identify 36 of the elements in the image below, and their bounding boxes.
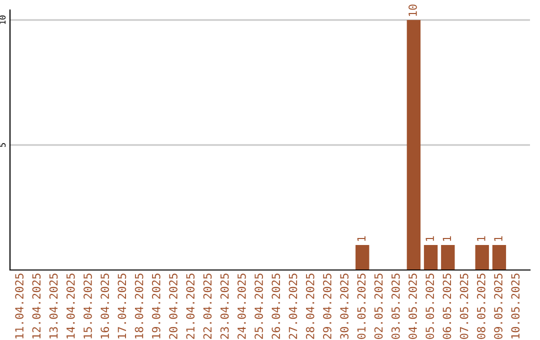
x-tick-label: 16.04.2025 bbox=[100, 274, 110, 338]
x-tick-label: 24.04.2025 bbox=[237, 274, 246, 339]
x-tick-label: 04.05.2025 bbox=[408, 274, 417, 339]
x-tick-label: 25.04.2025 bbox=[254, 274, 263, 339]
x-tick-label: 07.05.2025 bbox=[460, 274, 468, 339]
data-label: 1 bbox=[426, 236, 434, 241]
x-tick-label: 29.04.2025 bbox=[323, 274, 332, 339]
x-tick-label: 18.04.2025 bbox=[134, 274, 144, 338]
x-tick-label: 02.05.2025 bbox=[374, 274, 383, 339]
x-tick-label: 08.05.2025 bbox=[476, 274, 486, 339]
data-label: 10 bbox=[408, 4, 417, 16]
x-tick-label: 11.04.2025 bbox=[15, 274, 24, 338]
x-tick-label: 19.04.2025 bbox=[152, 274, 160, 338]
x-tick-label: 05.05.2025 bbox=[426, 274, 434, 339]
x-tick-label: 03.05.2025 bbox=[391, 274, 400, 339]
x-tick-label: 21.04.2025 bbox=[186, 274, 195, 339]
x-tick-label: 12.04.2025 bbox=[32, 274, 41, 338]
x-tick-label: 20.04.2025 bbox=[169, 274, 178, 339]
data-label: 1 bbox=[442, 236, 451, 241]
data-label: 1 bbox=[477, 236, 486, 241]
x-tick-label: 17.04.2025 bbox=[118, 274, 126, 338]
x-tick-label: 01.05.2025 bbox=[357, 274, 366, 339]
x-tick-label: 28.04.2025 bbox=[306, 274, 314, 339]
data-label: 1 bbox=[357, 236, 366, 241]
data-label: 1 bbox=[494, 236, 502, 241]
x-tick-label: 15.04.2025 bbox=[84, 274, 92, 338]
x-tick-label: 27.04.2025 bbox=[288, 274, 298, 339]
x-tick-label: 13.04.2025 bbox=[49, 274, 58, 338]
x-tick-label: 06.05.2025 bbox=[442, 274, 452, 339]
x-tick-label: 30.04.2025 bbox=[340, 274, 349, 339]
x-tick-label: 22.04.2025 bbox=[203, 274, 212, 339]
x-tick-label: 23.04.2025 bbox=[220, 274, 229, 339]
x-tick-label: 10.05.2025 bbox=[511, 274, 520, 338]
x-tick-label: 14.04.2025 bbox=[66, 274, 75, 338]
x-tick-label: 26.04.2025 bbox=[272, 274, 280, 339]
x-tick-label: 09.05.2025 bbox=[494, 274, 502, 339]
